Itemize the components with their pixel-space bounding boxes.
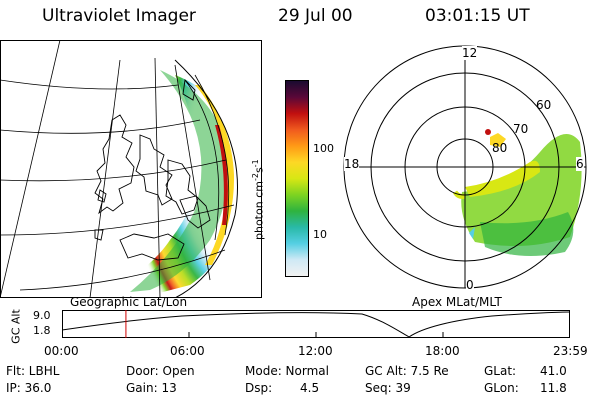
status-gc-alt: GC Alt: 7.5 Re (365, 364, 449, 378)
geographic-map (0, 40, 262, 298)
altitude-curve (62, 311, 570, 338)
altitude-ytick-max: 9.0 (33, 309, 51, 322)
instrument-title: Ultraviolet Imager (42, 6, 196, 26)
status-ip: IP: 36.0 (6, 381, 52, 395)
status-glat-label: GLat: (484, 364, 517, 378)
mlt-label-0: 0 (466, 278, 474, 292)
mlat-label-60: 60 (536, 98, 552, 112)
altitude-plot (62, 310, 570, 338)
xtick-2359: 23:59 (553, 344, 588, 358)
time-label: 03:01:15 UT (425, 6, 530, 26)
colorbar-tick-100: 100 (313, 142, 334, 155)
xtick-0000: 00:00 (44, 344, 79, 358)
coastlines (94, 79, 211, 261)
status-door: Door: Open (126, 364, 195, 378)
date-label: 29 Jul 00 (278, 6, 353, 26)
colorbar (285, 80, 309, 277)
status-glat-value: 41.0 (540, 364, 567, 378)
mlat-label-70: 70 (513, 122, 529, 136)
status-mode: Mode: Normal (245, 364, 329, 378)
status-glon-label: GLon: (484, 381, 519, 395)
mlt-label-6: 6 (576, 157, 584, 171)
colorbar-unit-label: photon cm-2s-1 (251, 159, 266, 240)
right-panel-caption: Apex MLat/MLT (412, 295, 502, 309)
xtick-0600: 06:00 (170, 344, 205, 358)
polar-plot (343, 45, 587, 289)
status-dsp-label: Dsp: (245, 381, 273, 395)
status-gain: Gain: 13 (126, 381, 177, 395)
status-seq: Seq: 39 (365, 381, 411, 395)
altitude-xticks (188, 332, 444, 338)
left-panel-caption: Geographic Lat/Lon (70, 295, 188, 309)
altitude-ylabel: GC Alt (9, 309, 23, 344)
mlat-label-80: 80 (492, 141, 508, 155)
xtick-1200: 12:00 (298, 344, 333, 358)
colorbar-tick-10: 10 (313, 228, 327, 241)
status-glon-value: 11.8 (540, 381, 567, 395)
status-flt: Flt: LBHL (6, 364, 60, 378)
mlt-label-18: 18 (344, 157, 360, 171)
status-dsp-value: 4.5 (300, 381, 320, 395)
altitude-ytick-min: 1.8 (33, 324, 51, 337)
xtick-1800: 18:00 (425, 344, 460, 358)
graticule (0, 40, 235, 298)
mlt-label-12: 12 (462, 46, 478, 60)
